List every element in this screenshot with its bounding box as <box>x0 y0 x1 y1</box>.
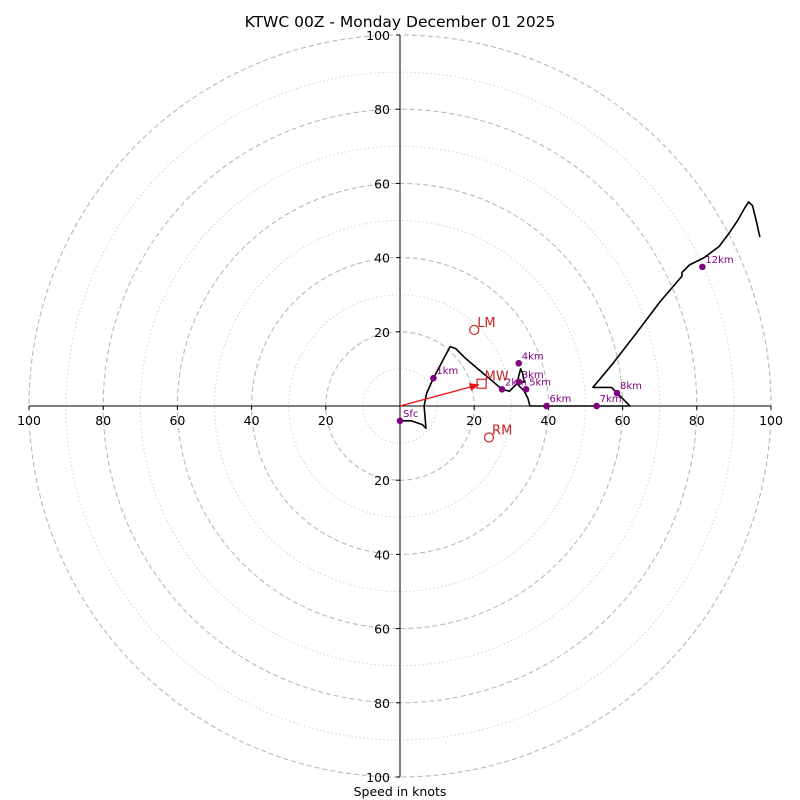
hodograph-trace <box>400 201 761 430</box>
height-label: 4km <box>522 351 544 362</box>
height-point <box>515 378 523 386</box>
tick-label: 80 <box>374 696 390 711</box>
height-label: 5km <box>529 377 551 388</box>
height-point <box>543 402 550 410</box>
height-point <box>613 389 621 397</box>
tick-label: 40 <box>540 413 556 428</box>
tick-label: 100 <box>366 770 390 785</box>
tick-label: 100 <box>759 413 783 428</box>
mean-wind-arrow <box>399 383 480 407</box>
tick-label: 60 <box>374 176 390 191</box>
tick-label: 20 <box>374 473 390 488</box>
right-mover-marker <box>483 432 495 443</box>
height-label: 8km <box>620 381 642 392</box>
mean-wind-label: MW <box>485 370 509 385</box>
tick-label: 100 <box>17 413 41 428</box>
height-label: 6km <box>550 394 572 405</box>
tick-label: 100 <box>366 28 390 43</box>
x-axis-label: Speed in knots <box>354 784 447 799</box>
tick-label: 20 <box>318 413 334 428</box>
chart-title: KTWC 00Z - Monday December 01 2025 <box>245 13 556 31</box>
tick-label: 40 <box>374 547 390 562</box>
storm-motion-markers: MW LM RM <box>469 316 512 443</box>
height-label: Sfc <box>403 409 418 420</box>
tick-label: 60 <box>169 413 185 428</box>
height-label: 1km <box>436 366 458 377</box>
tick-label: 80 <box>95 413 111 428</box>
tick-label: 40 <box>244 413 260 428</box>
height-point <box>593 402 600 410</box>
height-point <box>396 417 404 425</box>
height-point <box>699 263 706 271</box>
tick-label: 20 <box>466 413 482 428</box>
left-mover-marker <box>469 324 480 336</box>
tick-label: 80 <box>689 413 705 428</box>
height-point <box>430 374 437 382</box>
tick-labels: 20 20 20 20 40 40 40 40 60 60 60 60 80 80 80 80 100 100 10… <box>17 28 783 785</box>
height-point <box>515 360 523 367</box>
height-label: 7km <box>600 394 622 405</box>
left-mover-label: LM <box>477 316 495 331</box>
tick-label: 60 <box>615 413 631 428</box>
height-label: 3km <box>522 370 544 381</box>
tick-marks <box>28 34 772 778</box>
height-label: 12km <box>705 255 733 266</box>
height-point <box>498 386 506 393</box>
tick-label: 60 <box>374 622 390 637</box>
mean-wind-marker <box>476 378 487 389</box>
tick-label: 80 <box>374 102 390 117</box>
height-points: Sfc1km2km3km4km5km6km7km8km12km <box>396 255 734 425</box>
right-mover-label: RM <box>492 424 512 439</box>
tick-label: 20 <box>374 325 390 340</box>
tick-label: 40 <box>374 251 390 266</box>
height-point <box>522 386 530 393</box>
